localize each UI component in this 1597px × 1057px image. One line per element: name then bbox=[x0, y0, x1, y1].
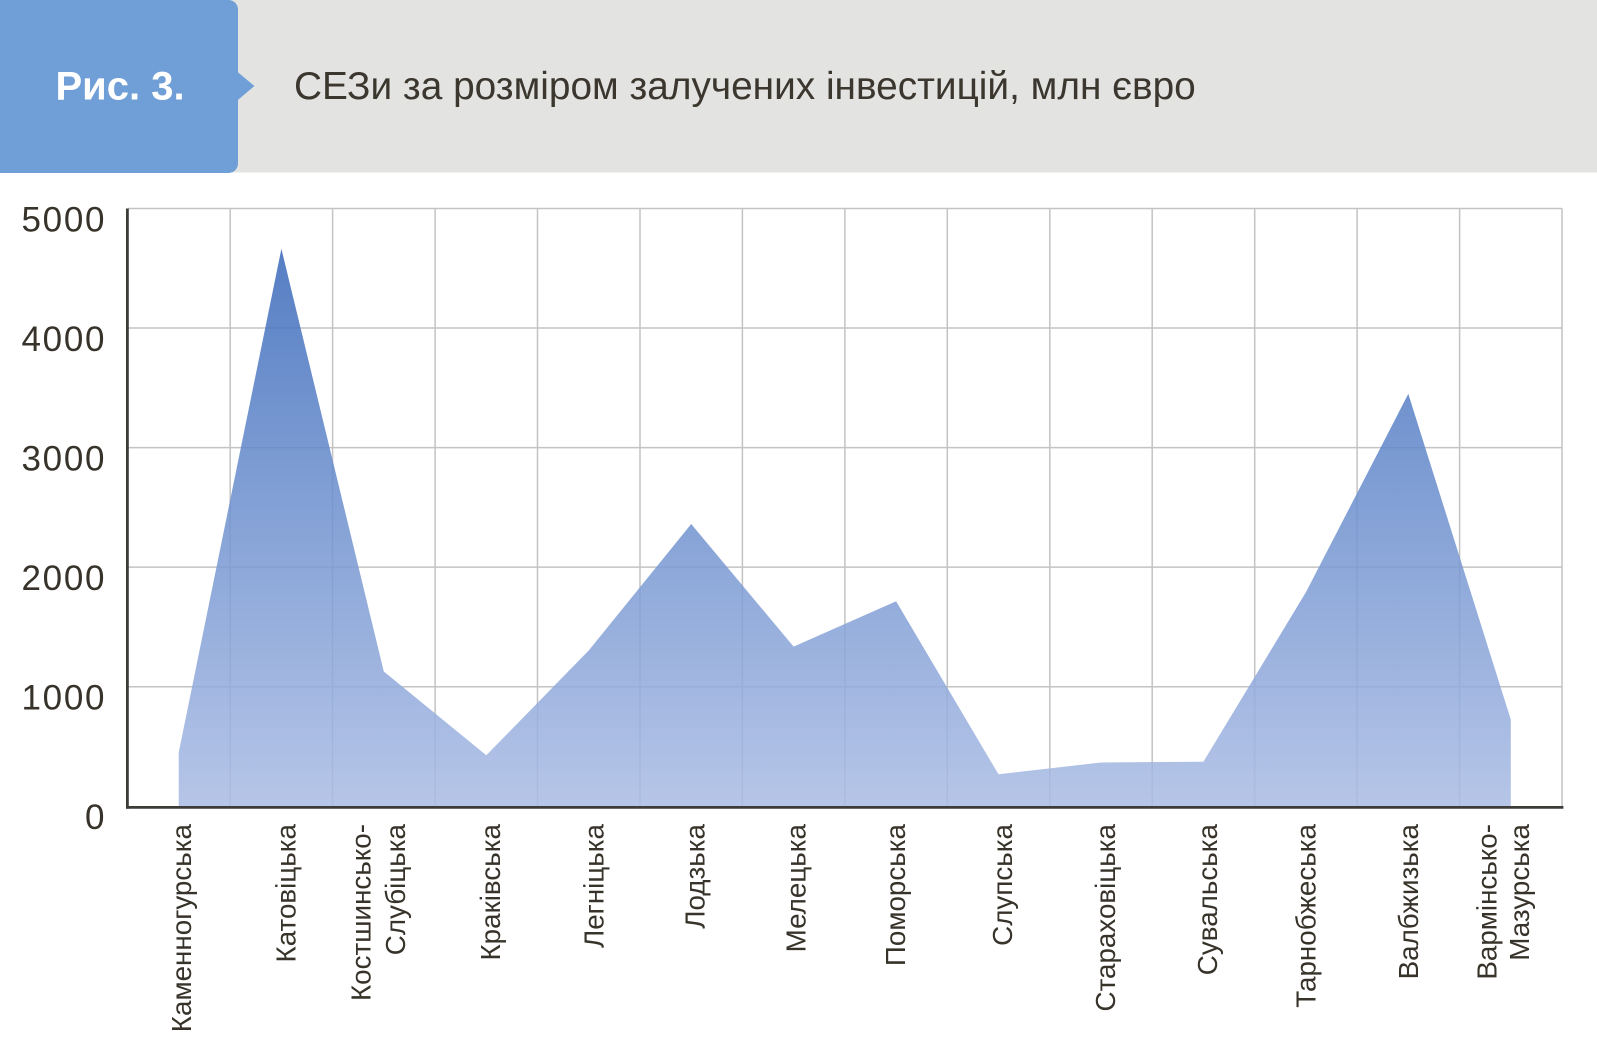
svg-text:Мелецька: Мелецька bbox=[781, 823, 812, 952]
svg-text:0: 0 bbox=[85, 798, 104, 837]
svg-text:СЕЗи за розміром залучених інв: СЕЗи за розміром залучених інвестицій, м… bbox=[294, 65, 1196, 108]
svg-text:1000: 1000 bbox=[22, 679, 105, 718]
svg-text:Тарнобжеська: Тарнобжеська bbox=[1291, 823, 1322, 1007]
svg-text:3000: 3000 bbox=[22, 439, 105, 478]
svg-text:Сувальська: Сувальська bbox=[1192, 823, 1223, 975]
svg-text:Стараховіцька: Стараховіцька bbox=[1090, 823, 1121, 1011]
svg-text:Слубіцька: Слубіцька bbox=[380, 823, 411, 955]
svg-text:Краківська: Краківська bbox=[475, 823, 506, 960]
svg-text:Катовіцька: Катовіцька bbox=[270, 823, 301, 962]
svg-text:Вармінсько-: Вармінсько- bbox=[1471, 824, 1502, 980]
svg-text:Костшинсько-: Костшинсько- bbox=[346, 824, 377, 1001]
svg-text:Легніцька: Легніцька bbox=[578, 823, 609, 948]
svg-text:Лодзька: Лодзька bbox=[680, 823, 711, 928]
svg-text:2000: 2000 bbox=[22, 559, 105, 598]
svg-text:Поморська: Поморська bbox=[880, 823, 911, 966]
svg-text:Валбжизька: Валбжизька bbox=[1393, 823, 1424, 979]
svg-text:5000: 5000 bbox=[22, 200, 105, 239]
svg-text:Мазурська: Мазурська bbox=[1504, 823, 1535, 960]
svg-text:Рис. 3.: Рис. 3. bbox=[56, 65, 185, 109]
svg-text:Слупська: Слупська bbox=[987, 823, 1018, 945]
svg-text:4000: 4000 bbox=[22, 320, 105, 359]
svg-text:Каменногурська: Каменногурська bbox=[166, 823, 197, 1032]
